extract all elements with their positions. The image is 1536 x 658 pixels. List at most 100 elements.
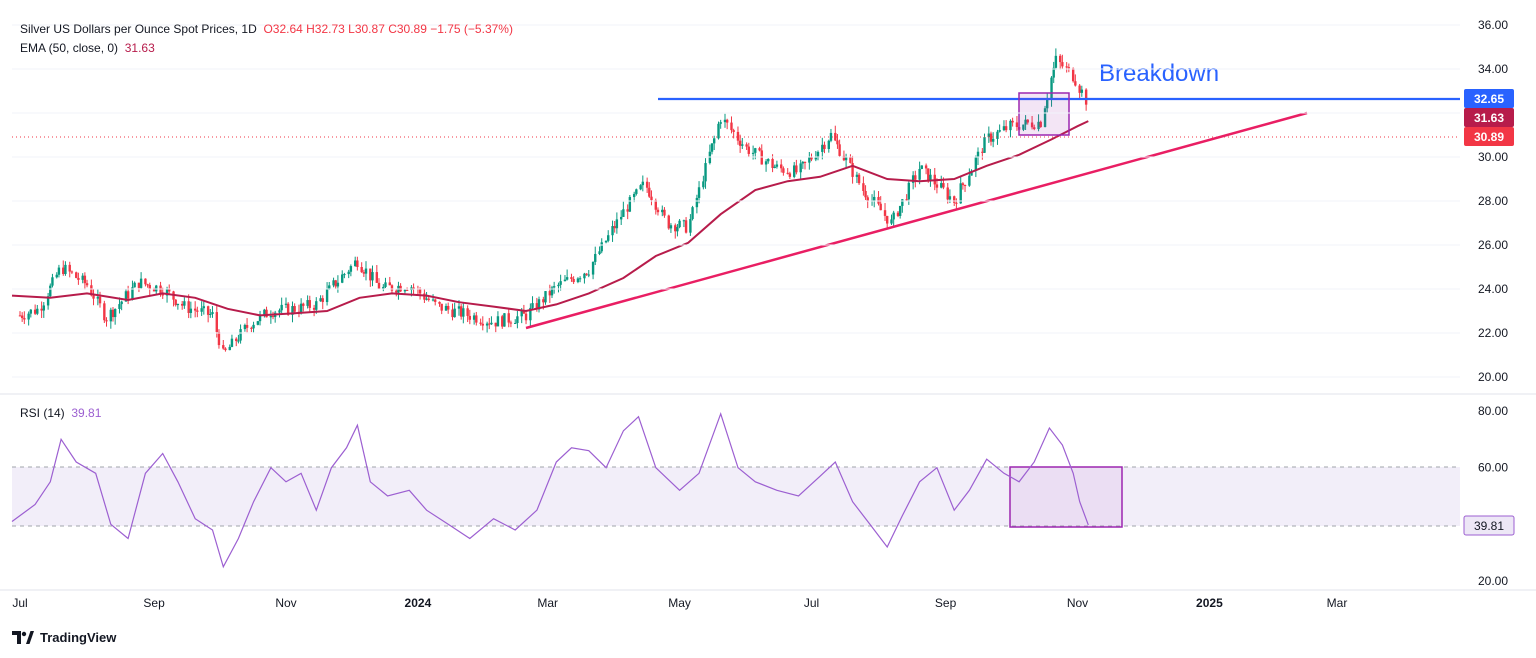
candle-body — [446, 305, 450, 310]
candle-body — [215, 312, 218, 332]
ascending-trendline — [525, 111, 1308, 330]
tradingview-logo[interactable]: TradingView — [12, 630, 116, 645]
candle-body — [732, 130, 735, 132]
time-tick-label: 2024 — [405, 596, 432, 610]
candle-body — [325, 289, 329, 303]
candle-body — [118, 304, 121, 309]
candle-body — [174, 299, 177, 306]
candle-body — [334, 280, 337, 287]
candle-body — [133, 282, 136, 288]
candle-body — [1074, 81, 1077, 86]
candle-body — [810, 157, 813, 160]
candle-body — [702, 181, 705, 188]
candle-body — [788, 173, 792, 177]
candle-body — [49, 285, 52, 297]
candle-body — [883, 210, 887, 216]
candle-body — [1065, 66, 1068, 68]
candle-body — [704, 163, 707, 182]
candle-body — [771, 158, 774, 168]
candle-body — [736, 131, 740, 141]
candle-body — [33, 309, 37, 314]
rsi-tick-label: 60.00 — [1478, 461, 1508, 475]
candle-body — [217, 331, 221, 346]
ema-price-label: 31.63 — [1474, 111, 1504, 125]
candle-body — [306, 300, 309, 306]
candle-body — [905, 199, 908, 201]
candle-body — [697, 187, 701, 198]
candle-body — [1022, 124, 1025, 130]
time-tick-label: Sep — [143, 596, 165, 610]
candle-body — [827, 140, 830, 149]
candle-body — [105, 320, 108, 322]
candle-body — [183, 301, 186, 306]
candle-body — [559, 281, 562, 285]
candle-body — [468, 315, 472, 320]
candle-body — [139, 278, 143, 288]
candle-body — [427, 298, 430, 300]
candle-body — [927, 168, 930, 182]
rsi-label: RSI (14) — [20, 406, 65, 420]
candle-body — [284, 303, 288, 305]
candle-body — [645, 181, 649, 188]
time-tick-label: Sep — [935, 596, 957, 610]
candle-body — [953, 196, 956, 203]
candle-body — [1052, 67, 1055, 78]
resistance-badge-bg — [1464, 89, 1514, 108]
candle-body — [849, 157, 852, 163]
candle-body — [278, 310, 281, 313]
candle-body — [836, 140, 839, 145]
candle-body — [961, 183, 965, 186]
candle-body — [942, 183, 945, 188]
time-tick-label: 2025 — [1196, 596, 1223, 610]
candle-body — [550, 287, 554, 296]
candle-body — [70, 271, 74, 273]
candle-body — [423, 293, 426, 300]
candle-body — [77, 277, 80, 280]
candle-body — [239, 329, 242, 341]
candle-body — [814, 157, 818, 160]
legend-rsi-row: RSI (14) 39.81 — [20, 406, 101, 420]
candle-body — [516, 316, 519, 323]
candle-body — [537, 299, 541, 310]
candle-body — [723, 119, 727, 123]
candle-body — [522, 310, 526, 314]
ohlc-values: O32.64 H32.73 L30.87 C30.89 −1.75 (−5.37… — [263, 22, 513, 36]
candle-body — [557, 284, 560, 287]
candle-body — [920, 165, 923, 169]
candle-body — [598, 251, 601, 254]
tradingview-brand: TradingView — [40, 630, 117, 645]
candle-body — [570, 277, 573, 279]
candle-body — [948, 196, 952, 200]
candle-body — [808, 157, 811, 163]
candle-body — [940, 183, 943, 188]
candle-body — [1030, 122, 1034, 128]
candle-body — [552, 286, 556, 288]
candle-body — [462, 308, 465, 317]
candle-body — [587, 274, 590, 276]
candle-body — [23, 318, 26, 320]
price-breakdown-box — [1018, 92, 1070, 136]
candle-body — [459, 306, 463, 317]
candle-body — [252, 324, 255, 329]
candle-body — [503, 313, 506, 327]
candle-body — [892, 212, 895, 220]
candle-body — [395, 290, 398, 293]
candle-body — [144, 278, 147, 285]
candle-body — [168, 289, 171, 292]
candle-body — [55, 274, 58, 278]
candle-body — [444, 305, 448, 311]
candle-body — [1067, 67, 1071, 69]
candle-body — [68, 264, 71, 272]
candle-body — [676, 227, 679, 232]
candle-body — [576, 278, 580, 283]
candle-body — [996, 131, 999, 139]
price-badges: 32.65 31.63 30.89 39.81 — [1463, 89, 1515, 536]
candle-body — [29, 309, 33, 314]
candle-body — [619, 216, 623, 220]
candle-body — [821, 144, 824, 152]
candle-body — [712, 138, 716, 144]
candle-body — [959, 183, 962, 204]
rsi-band — [12, 467, 1460, 526]
candle-body — [453, 308, 456, 318]
candle-body — [98, 296, 102, 304]
